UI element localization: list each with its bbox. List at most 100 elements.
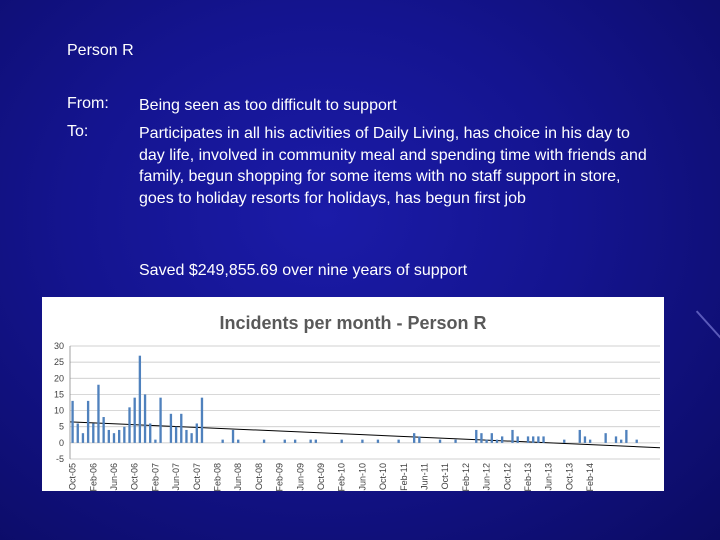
y-tick-label: 0 [59,438,64,448]
bar [112,433,116,443]
x-tick-label: Jun-11 [420,463,430,490]
bar [397,439,400,443]
incidents-chart: Incidents per month - Person R -5 0 5 10 15 2… [54,313,661,491]
from-text: Being seen as too difficult to support [139,97,397,114]
bar [526,436,530,443]
bar [180,413,183,443]
bar [149,423,152,443]
bar [511,429,514,443]
bar [376,439,380,443]
bar [620,439,623,443]
x-tick-label: Feb-13 [523,463,533,491]
bar [583,436,587,443]
bar [361,439,364,443]
x-tick-label: Oct-06 [130,463,140,490]
bar [614,436,618,443]
bar [123,426,126,443]
x-tick-label: Jun-10 [357,463,367,491]
bar [532,436,535,443]
x-tick-label: Oct-10 [378,463,388,490]
grid-layer [70,345,660,460]
bar [190,433,193,443]
bar [625,429,628,443]
bar [133,397,136,443]
x-tick-label: Oct-08 [254,463,264,490]
x-tick-label: Feb-06 [88,463,98,491]
bar [563,439,566,443]
bar [454,439,457,443]
decorative-line [695,310,720,342]
x-tick-label: Feb-12 [461,463,471,491]
bar [174,426,178,443]
x-tick-label: Feb-07 [150,463,160,491]
bar [185,429,188,443]
bar [495,439,499,443]
savings-text: Saved $249,855.69 over nine years of sup… [139,262,468,279]
x-tick-label: Feb-09 [275,463,285,491]
bar [314,439,317,443]
bar [107,429,110,443]
bar [537,436,540,443]
x-tick-label: Feb-08 [213,463,223,491]
bar [490,433,493,443]
bar-layer [71,355,638,443]
x-tick-label: Oct-12 [502,463,512,490]
x-tick-label: Jun-08 [233,463,243,491]
to-text: Participates in all his activities of Da… [139,125,647,207]
bar [92,423,95,443]
bar [578,429,581,443]
x-tick-label: Oct-07 [192,463,202,490]
bar [237,439,240,443]
bar [262,439,266,443]
x-tick-label: Oct-11 [440,463,450,489]
bar [500,436,504,443]
bar [475,429,478,443]
y-tick-label: 25 [54,357,64,367]
y-tick-label: 5 [59,422,64,432]
x-tick-label: Feb-11 [399,463,409,491]
bar [516,436,519,443]
bar [438,439,442,443]
bar [588,439,592,443]
from-label: From: [67,95,109,112]
bar [102,417,105,443]
y-tick-label: 30 [54,341,64,351]
bar [418,436,421,443]
bar [154,439,157,443]
bar [635,439,638,443]
bar [76,423,79,443]
x-tick-label: Jun-09 [295,463,305,491]
y-tick-label: 15 [54,389,64,399]
trend-line [69,421,661,449]
bar [81,433,85,443]
bar [195,423,198,443]
y-axis: -5 0 5 10 15 20 25 30 [54,341,71,464]
x-axis: Oct-05 Feb-06 Jun-06 Oct-06 Feb-07 Jun-07 Oct-… [68,463,596,491]
to-label: To: [67,123,89,140]
slide-title: Person R [67,42,134,59]
bar [86,400,90,443]
x-tick-label: Oct-09 [316,463,326,490]
bar [143,394,147,443]
x-tick-label: Jun-12 [482,463,492,491]
bar [283,439,286,443]
bar [485,439,488,443]
bar [480,433,483,443]
bar [542,436,545,443]
bar [340,439,343,443]
x-tick-label: Feb-14 [585,463,595,491]
y-tick-label: 20 [54,373,64,383]
bar [118,429,121,443]
x-tick-label: Jun-07 [171,463,181,491]
bar [231,429,235,443]
x-tick-label: Jun-06 [109,463,119,491]
bar [604,433,607,443]
y-tick-label: -5 [56,454,64,464]
bar [169,413,173,443]
bar [71,400,74,443]
chart-panel: Incidents per month - Person R -5 0 5 10 15 2… [42,297,664,491]
bar [138,355,142,443]
bar [97,384,100,443]
x-tick-label: Feb-10 [337,463,347,491]
bar [293,439,297,443]
